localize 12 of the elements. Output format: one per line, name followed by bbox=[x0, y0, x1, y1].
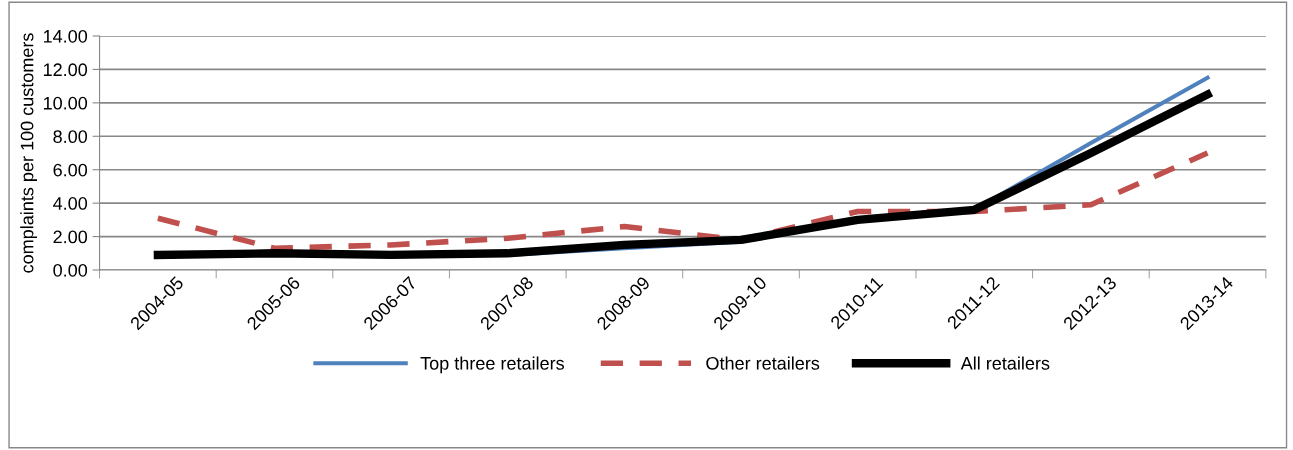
legend-label: Top three retailers bbox=[420, 356, 564, 374]
y-tick-label: 6.00 bbox=[53, 163, 88, 177]
y-tick-label: 8.00 bbox=[53, 130, 88, 144]
y-tick-label: 2.00 bbox=[53, 230, 88, 244]
y-tick-label: 14.00 bbox=[43, 29, 88, 43]
y-tick-label: 0.00 bbox=[53, 263, 88, 277]
legend-label: All retailers bbox=[960, 356, 1050, 370]
legend-label: Other retailers bbox=[706, 356, 820, 370]
y-tick-label: 10.00 bbox=[43, 96, 88, 110]
y-axis-title: complaints per 100 customers bbox=[20, 33, 38, 273]
y-tick-label: 4.00 bbox=[53, 197, 88, 210]
y-tick-label: 12.00 bbox=[43, 63, 88, 77]
